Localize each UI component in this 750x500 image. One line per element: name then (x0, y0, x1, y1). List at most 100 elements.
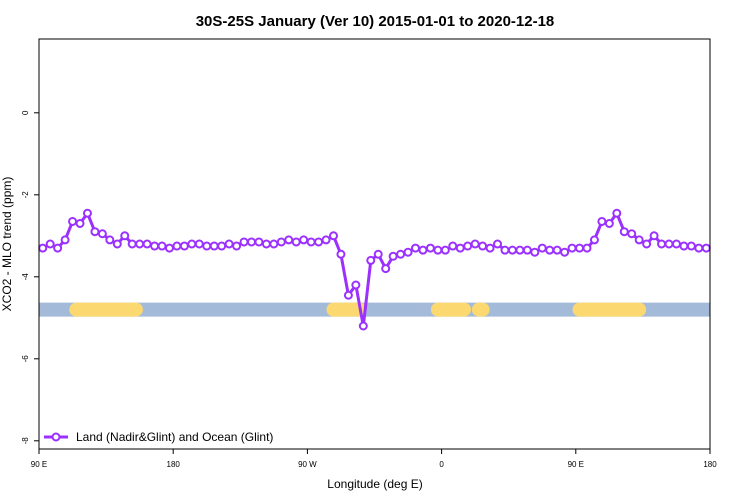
data-point (373, 249, 383, 259)
data-point (560, 247, 570, 257)
x-tick-label: 90 W (298, 460, 317, 469)
y-tick-label: -6 (21, 355, 30, 363)
data-point (68, 216, 78, 226)
data-point (269, 239, 279, 249)
data-point (239, 237, 249, 247)
data-point (537, 243, 547, 253)
data-point (545, 245, 555, 255)
data-point (679, 241, 689, 251)
y-tick-label: 0 (21, 110, 30, 115)
data-point (299, 235, 309, 245)
plot-frame (38, 38, 711, 450)
data-point (642, 239, 652, 249)
data-point (246, 237, 256, 247)
x-tick-label: 0 (439, 460, 444, 469)
data-point (172, 241, 182, 251)
data-point (45, 239, 55, 249)
data-point (75, 219, 85, 228)
data-point (448, 241, 458, 251)
data-point (664, 239, 674, 249)
data-point (314, 237, 324, 247)
data-point (589, 235, 599, 245)
data-point (619, 227, 629, 237)
data-point (433, 245, 443, 255)
series-layer (38, 208, 711, 331)
data-point (627, 229, 637, 239)
data-point (493, 239, 503, 249)
data-point (179, 241, 189, 251)
data-point (142, 239, 152, 249)
legend: Land (Nadir&Glint) and Ocean (Glint) (44, 430, 273, 444)
data-point (634, 235, 644, 245)
data-point (127, 239, 137, 249)
data-point (343, 290, 353, 300)
data-point (530, 247, 540, 257)
data-point (97, 229, 107, 239)
data-point (388, 251, 398, 261)
data-point (150, 241, 160, 251)
data-point (455, 243, 465, 253)
data-point (575, 243, 585, 253)
data-point (276, 237, 286, 247)
data-point (112, 239, 122, 249)
data-point (582, 243, 592, 253)
data-point (396, 249, 406, 259)
data-point (157, 241, 167, 251)
data-point (284, 235, 294, 245)
x-tick-label: 90 E (568, 460, 584, 469)
x-axis: 90 E 180 90 W 0 90 E 180 (31, 449, 717, 469)
y-axis: 0 -2 -4 -6 -8 (21, 110, 39, 444)
chart-title: 30S-25S January (Ver 10) 2015-01-01 to 2… (196, 13, 555, 30)
data-point (261, 239, 271, 249)
data-point (686, 241, 696, 251)
data-point (470, 239, 480, 249)
data-point (366, 255, 376, 265)
data-point (485, 243, 495, 253)
x-tick-label: 90 E (31, 460, 47, 469)
data-point (120, 231, 130, 241)
y-axis-label: XCO2 - MLO trend (ppm) (0, 177, 14, 312)
x-axis-label: Longitude (deg E) (327, 477, 422, 491)
data-point (478, 241, 488, 251)
data-point (336, 249, 346, 259)
data-point (217, 241, 227, 251)
data-point (351, 280, 361, 290)
data-point (306, 237, 316, 247)
data-point (612, 208, 622, 218)
data-point (224, 239, 234, 249)
data-point (657, 239, 667, 249)
data-point (597, 216, 607, 226)
data-point (381, 264, 391, 274)
data-point (328, 231, 338, 241)
data-point (321, 235, 331, 245)
data-point (60, 235, 70, 245)
y-tick-label: -8 (21, 437, 30, 445)
data-point (522, 245, 532, 255)
data-point (567, 243, 577, 253)
data-point (649, 231, 659, 241)
data-point (164, 243, 174, 253)
data-point (38, 243, 48, 253)
x-tick-label: 180 (167, 460, 181, 469)
data-point (425, 243, 435, 253)
data-point (552, 245, 562, 255)
data-point (90, 227, 100, 237)
data-point (82, 208, 92, 218)
data-point (135, 239, 145, 249)
y-tick-label: -2 (21, 191, 30, 199)
data-point (418, 245, 428, 255)
data-point (291, 237, 301, 247)
y-tick-label: -4 (21, 273, 30, 281)
data-point (187, 239, 197, 249)
data-point (254, 237, 264, 247)
data-point (671, 239, 681, 249)
data-point (440, 245, 450, 255)
data-point (604, 219, 614, 228)
data-point (202, 241, 212, 251)
data-point (209, 241, 219, 251)
data-point (463, 241, 473, 251)
data-point (53, 243, 63, 253)
data-point (507, 245, 517, 255)
legend-marker (51, 432, 61, 442)
